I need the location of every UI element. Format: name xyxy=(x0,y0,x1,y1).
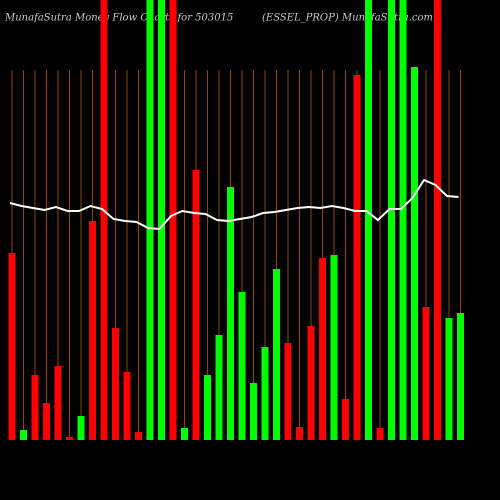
chart-title: MunafaSutra Money Flow Charts for 503015 xyxy=(4,13,233,24)
bar xyxy=(215,335,223,440)
bar xyxy=(411,67,418,440)
bar xyxy=(307,326,315,440)
bar xyxy=(135,432,142,440)
bar xyxy=(376,428,384,440)
bar xyxy=(146,0,154,440)
bar xyxy=(31,375,39,440)
bar xyxy=(43,403,50,440)
bar xyxy=(20,430,27,440)
bar xyxy=(158,0,165,440)
bar xyxy=(100,0,108,440)
bar xyxy=(250,383,257,440)
bar xyxy=(422,307,430,440)
bar xyxy=(261,347,269,440)
bar xyxy=(169,0,177,440)
bar xyxy=(365,0,372,440)
bar xyxy=(353,75,361,440)
bar xyxy=(238,292,246,440)
bar xyxy=(330,255,338,440)
bar xyxy=(434,0,441,440)
bar xyxy=(227,187,234,440)
bar xyxy=(399,0,407,440)
bar xyxy=(445,318,453,440)
bar xyxy=(123,372,131,440)
bar xyxy=(66,437,73,440)
plot xyxy=(8,0,464,440)
bar xyxy=(273,269,280,440)
bar xyxy=(8,253,16,440)
bar xyxy=(112,328,119,440)
bar xyxy=(342,399,349,440)
bar xyxy=(77,416,85,440)
chart-subtitle: (ESSEL_PROP) MunafaSutra.com xyxy=(262,13,433,24)
bar xyxy=(89,221,96,440)
bar xyxy=(54,366,62,440)
bar xyxy=(319,258,326,440)
bar xyxy=(192,170,200,440)
bar xyxy=(204,375,211,440)
bar xyxy=(296,427,303,440)
bar xyxy=(457,313,464,440)
bar xyxy=(181,428,188,440)
bar xyxy=(284,343,292,440)
price-line xyxy=(9,178,459,231)
bar xyxy=(388,0,395,440)
